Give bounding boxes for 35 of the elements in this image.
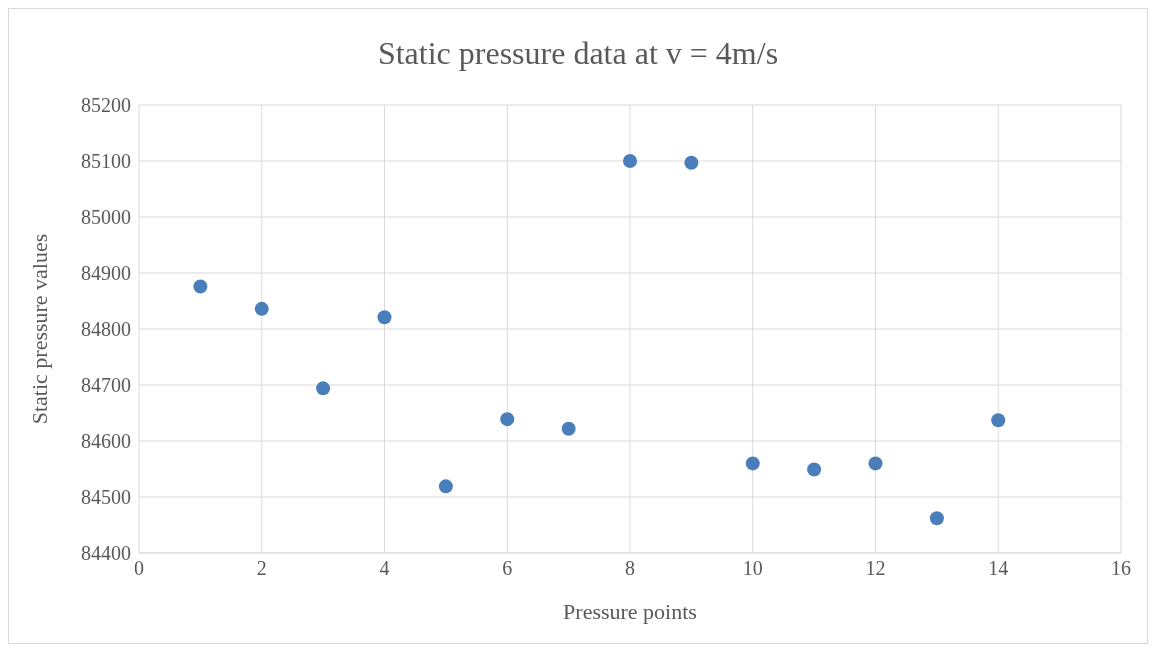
point (561, 421, 576, 436)
point (377, 310, 392, 325)
point (684, 155, 699, 170)
point (745, 456, 760, 471)
chart-title: Static pressure data at v = 4m/s (376, 34, 780, 73)
point (929, 511, 944, 526)
x-tick-label: 10 (742, 557, 763, 580)
y-tick-label: 84700 (81, 374, 131, 397)
y-tick-label: 85000 (81, 206, 131, 229)
x-tick-label: 0 (134, 557, 144, 580)
y-tick-label: 84800 (81, 318, 131, 341)
point (623, 154, 637, 168)
x-tick-label: 6 (502, 557, 513, 580)
point (316, 381, 331, 396)
x-tick-label: 14 (988, 557, 1009, 580)
point (193, 279, 208, 294)
point (500, 412, 515, 427)
point (254, 301, 269, 316)
x-tick-label: 12 (865, 557, 886, 580)
y-tick-label: 84400 (81, 542, 131, 565)
y-tick-label: 84500 (81, 486, 131, 509)
x-tick-label: 2 (256, 557, 267, 580)
point (807, 462, 822, 477)
y-tick-label: 84900 (81, 262, 131, 285)
y-tick-label: 85100 (81, 150, 131, 173)
y-tick-label: 84600 (81, 430, 131, 453)
x-tick-label: 16 (1111, 557, 1131, 580)
x-tick-label: 8 (625, 557, 635, 580)
point (868, 456, 883, 471)
point (991, 413, 1006, 428)
point (438, 479, 453, 494)
x-axis-title: Pressure points (563, 599, 697, 624)
y-tick-label: 85200 (81, 94, 131, 117)
y-axis-title: Static pressure values (26, 233, 52, 425)
x-tick-label: 4 (379, 557, 390, 580)
